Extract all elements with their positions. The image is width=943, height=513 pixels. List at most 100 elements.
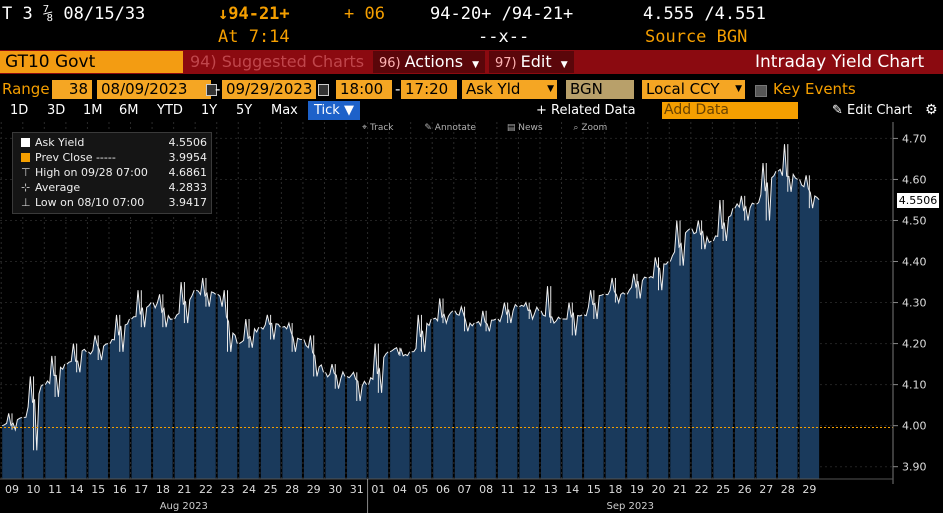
timeframe-ytd[interactable]: YTD [157, 103, 183, 118]
zoom-label: Zoom [581, 123, 608, 133]
area-segment [540, 286, 561, 479]
x-tick-label: 30 [328, 483, 342, 496]
legend-swatch [21, 153, 30, 162]
x-tick-label: 28 [285, 483, 299, 496]
area-segment [713, 200, 733, 479]
area-segment [519, 302, 539, 479]
x-tick-label: 29 [307, 483, 321, 496]
add-data-input[interactable]: Add Data [662, 102, 798, 119]
timeframe-1m[interactable]: 1M [83, 103, 103, 118]
x-tick-label: 18 [608, 483, 622, 496]
legend-average: ⊹ Average [21, 181, 80, 195]
end-date-field[interactable]: 09/29/2023 [222, 80, 316, 99]
legend-prev-close: Prev Close ----- [21, 151, 116, 165]
chart-tools: ⌖ Track ✎ Annotate ▤ News ⌕ Zoom [362, 123, 635, 137]
month-label-sep: Sep 2023 [607, 501, 654, 512]
range-days-field[interactable]: 38 [52, 80, 92, 99]
x-tick-label: 22 [199, 483, 213, 496]
tick-dropdown[interactable]: Tick ▼ [308, 101, 360, 120]
quote-time: At 7:14 [218, 27, 290, 47]
start-time-field[interactable]: 18:00 [336, 80, 392, 99]
ticker-input[interactable]: GT10 Govt [0, 51, 183, 73]
x-tick-label: 28 [781, 483, 795, 496]
actions-menu[interactable]: 96) Actions ▼ [373, 51, 486, 73]
source-field[interactable]: BGN [566, 80, 634, 99]
area-segment [476, 310, 496, 479]
field-select[interactable]: Ask Yld ▼ [462, 80, 557, 99]
chevron-down-icon: ▼ [735, 84, 742, 94]
field-select-value: Ask Yld [466, 80, 521, 98]
area-segment [325, 364, 346, 479]
timeframe-3d[interactable]: 3D [47, 103, 66, 118]
page-title: Intraday Yield Chart [755, 52, 925, 72]
x-tick-label: 18 [156, 483, 170, 496]
range-label: Range [2, 80, 50, 98]
month-label-aug: Aug 2023 [160, 501, 208, 512]
timeframe-5y[interactable]: 5Y [236, 103, 253, 118]
area-segment [66, 343, 87, 479]
edit-label: Edit [520, 52, 552, 71]
x-tick-label: 14 [565, 483, 579, 496]
edit-chart-button[interactable]: ✎ Edit Chart [832, 101, 912, 120]
chevron-down-icon: ▼ [472, 60, 480, 70]
area-segment [778, 144, 798, 479]
legend-value: 4.2833 [168, 181, 208, 194]
time-dash: - [395, 80, 401, 98]
area-segment [45, 355, 65, 479]
zoom-tool[interactable]: ⌕ Zoom [573, 123, 608, 133]
edit-menu[interactable]: 97) Edit ▼ [489, 51, 574, 73]
high-marker-icon: ⊤ [21, 166, 31, 179]
gear-icon[interactable]: ⚙ [925, 102, 938, 118]
end-time-field[interactable]: 17:20 [401, 80, 457, 99]
track-tool[interactable]: ⌖ Track [362, 123, 394, 133]
area-segment [174, 282, 195, 479]
x-tick-label: 14 [70, 483, 84, 496]
calendar-icon[interactable] [318, 84, 329, 96]
area-segment [196, 277, 216, 479]
area-segment [131, 290, 152, 479]
x-tick-label: 21 [177, 483, 191, 496]
currency-select-value: Local CCY [646, 80, 720, 98]
bid-ask-yield: 4.555 /4.551 [643, 4, 766, 24]
x-tick-label: 17 [134, 483, 148, 496]
y-tick-label: 4.40 [902, 256, 927, 269]
area-segment [88, 335, 108, 479]
last-price: ↓94-21+ [218, 4, 290, 24]
annotate-tool[interactable]: ✎ Annotate [424, 123, 476, 133]
x-tick-label: 09 [5, 483, 19, 496]
timeframe-6m[interactable]: 6M [119, 103, 139, 118]
y-axis-labels: 3.90 4.00 4.10 4.20 4.30 4.40 4.50 4.60 4.70 [893, 132, 927, 474]
bid-ask-price: 94-20+ /94-21+ [430, 4, 574, 24]
suggested-charts-button[interactable]: 94) Suggested Charts [190, 52, 365, 71]
legend-value: 3.9417 [168, 196, 208, 209]
legend-label: Low on 08/10 07:00 [35, 196, 145, 209]
news-tool[interactable]: ▤ News [506, 123, 543, 133]
x-tick-label: 25 [264, 483, 278, 496]
timeframe-1d[interactable]: 1D [10, 103, 29, 118]
x-tick-label: 07 [458, 483, 472, 496]
timeframe-max[interactable]: Max [271, 103, 298, 118]
x-tick-label: 11 [501, 483, 515, 496]
legend-high: ⊤ High on 09/28 07:00 [21, 166, 148, 180]
range-dash: - [215, 80, 221, 98]
area-segment [497, 302, 518, 479]
start-date-field[interactable]: 08/09/2023 [97, 80, 211, 99]
x-tick-label: 11 [48, 483, 62, 496]
x-tick-label: 15 [587, 483, 601, 496]
average-marker-icon: ⊹ [21, 181, 31, 194]
yield-chart[interactable]: 3.90 4.00 4.10 4.20 4.30 4.40 4.50 4.60 4.70 09 1… [0, 122, 943, 513]
currency-select[interactable]: Local CCY ▼ [642, 80, 745, 99]
timeframe-1y[interactable]: 1Y [201, 103, 218, 118]
x-tick-label: 05 [414, 483, 428, 496]
x-tick-label: 20 [652, 483, 666, 496]
calendar-icon[interactable] [206, 84, 217, 96]
y-tick-label: 4.70 [902, 132, 927, 145]
related-data-button[interactable]: + Related Data [536, 103, 636, 118]
current-yield-tag: 4.5506 [897, 192, 939, 208]
key-events-checkbox[interactable] [755, 85, 767, 97]
area-segment [670, 220, 690, 479]
quote-source: Source BGN [645, 27, 748, 47]
price-change: + 06 [344, 4, 385, 24]
legend-value: 4.6861 [168, 166, 208, 179]
area-segment [282, 323, 302, 479]
